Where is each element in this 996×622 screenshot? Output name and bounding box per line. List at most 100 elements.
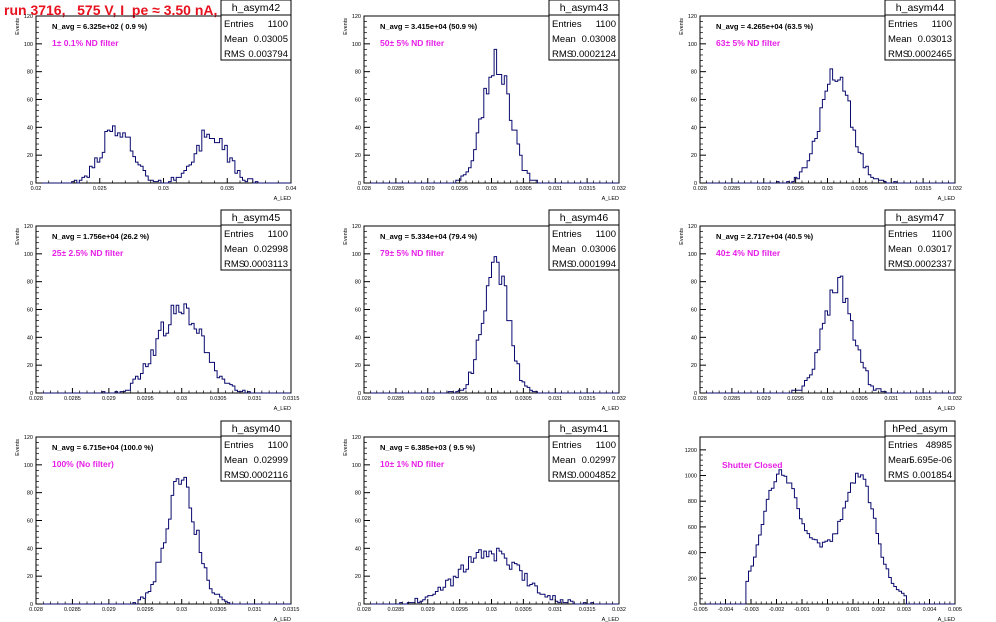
- histogram-panel-h_asym44: 0 20 40 60 80 100 120 0.028 0.0285 0.029 0.0295 0.0…: [679, 0, 962, 202]
- y-tick-label: 80: [355, 491, 361, 497]
- x-axis-label: A_LED: [602, 617, 619, 622]
- y-tick-label: 20: [355, 153, 361, 159]
- x-tick-label: 0.025: [93, 186, 107, 192]
- navg-label: N_avg = 3.415e+04 (50.9 %): [380, 22, 478, 31]
- y-tick-label: 120: [352, 435, 361, 441]
- stats-title: hPed_asym: [892, 423, 948, 435]
- x-tick-label: 0.031: [548, 607, 562, 613]
- navg-label: N_avg = 6.385e+03 ( 9.5 %): [380, 443, 476, 452]
- stats-value: 0.02999: [254, 455, 288, 466]
- stats-value: 1100: [932, 19, 952, 30]
- y-tick-label: 100: [24, 42, 33, 48]
- stats-value: 0.03005: [254, 34, 288, 45]
- y-tick-label: 100: [24, 463, 33, 469]
- y-tick-label: 0: [30, 391, 33, 397]
- x-tick-label: 0.001: [846, 607, 860, 613]
- y-tick-label: 1000: [685, 474, 697, 480]
- x-tick-label: 0.0315: [915, 186, 932, 192]
- y-tick-label: 60: [355, 519, 361, 525]
- y-axis-label: Events: [15, 439, 21, 456]
- stats-value: 0.003794: [248, 49, 288, 60]
- stats-box: h_asym47 Entries 1100 Mean 0.03017 RMS0.00023…: [884, 209, 956, 271]
- x-tick-label: 0.029: [421, 396, 435, 402]
- x-tick-label: 0.0305: [210, 396, 227, 402]
- stats-value: 1100: [596, 19, 616, 30]
- stats-value: 0.0002124: [571, 49, 616, 60]
- x-tick-label: 0.0285: [723, 186, 740, 192]
- x-tick-label: 0.002: [872, 607, 886, 613]
- x-tick-label: -0.003: [743, 607, 759, 613]
- x-tick-label: 0.0315: [579, 607, 596, 613]
- y-tick-label: 80: [355, 70, 361, 76]
- y-tick-label: 20: [691, 153, 697, 159]
- stats-value: 0.001854: [912, 470, 952, 481]
- x-tick-label: 0.04: [286, 186, 297, 192]
- x-tick-label: 0.031: [248, 396, 262, 402]
- x-tick-label: 0.03: [158, 186, 169, 192]
- navg-label: N_avg = 6.325e+02 ( 0.9 %): [52, 22, 148, 31]
- stats-key: RMS: [888, 259, 909, 270]
- x-tick-label: 0.032: [612, 186, 626, 192]
- y-tick-label: 100: [688, 252, 697, 258]
- x-tick-label: 0.03: [822, 396, 833, 402]
- x-axis-label: A_LED: [938, 196, 955, 202]
- x-tick-label: 0.031: [884, 396, 898, 402]
- stats-key: RMS: [888, 49, 909, 60]
- stats-box: h_asym43 Entries 1100 Mean 0.03008 RMS0.00021…: [548, 0, 620, 61]
- x-tick-label: 0.03: [176, 607, 187, 613]
- y-tick-label: 120: [24, 14, 33, 20]
- y-tick-label: 60: [355, 308, 361, 314]
- y-tick-label: 40: [355, 125, 361, 131]
- stats-key: Mean: [888, 34, 912, 45]
- stats-value: 0.0004852: [571, 470, 616, 481]
- histogram-panel-h_asym42: 0 20 40 60 80 100 120 0.02 0.025 0.03 0.035 0.04 Eve…: [15, 0, 296, 202]
- x-tick-label: 0.031: [248, 607, 262, 613]
- histogram-line: [700, 469, 955, 605]
- navg-label: N_avg = 5.334e+04 (79.4 %): [380, 232, 478, 241]
- x-tick-label: 0.0285: [387, 186, 404, 192]
- y-axis-label: Events: [343, 18, 349, 35]
- x-tick-label: 0.02: [31, 186, 42, 192]
- filter-annotation: 50± 5% ND filter: [380, 38, 445, 48]
- x-tick-label: 0.0305: [851, 396, 868, 402]
- x-tick-label: 0.032: [612, 396, 626, 402]
- stats-key: Mean: [552, 34, 576, 45]
- y-tick-label: 100: [352, 42, 361, 48]
- y-axis-label: Events: [343, 439, 349, 456]
- histogram-line: [364, 48, 619, 184]
- stats-value: 0.0003113: [244, 259, 288, 270]
- y-tick-label: 40: [355, 335, 361, 341]
- stats-key: Entries: [224, 440, 254, 451]
- stats-value: 1100: [596, 440, 616, 451]
- x-tick-label: 0.03: [176, 396, 187, 402]
- y-tick-label: 120: [352, 224, 361, 230]
- y-tick-label: 0: [694, 602, 697, 608]
- x-tick-label: -0.004: [718, 607, 734, 613]
- y-tick-label: 60: [691, 308, 697, 314]
- x-axis-label: A_LED: [938, 617, 955, 622]
- stats-value: 1100: [596, 229, 616, 240]
- x-tick-label: 0.0295: [451, 186, 468, 192]
- x-tick-label: 0.0315: [915, 396, 932, 402]
- y-tick-label: 100: [24, 252, 33, 258]
- x-tick-label: 0.0315: [579, 396, 596, 402]
- x-tick-label: 0.031: [548, 396, 562, 402]
- stats-key: Mean: [224, 244, 248, 255]
- stats-value: 0.02997: [582, 455, 616, 466]
- x-tick-label: 0.005: [948, 607, 962, 613]
- y-axis-label: Events: [679, 18, 685, 35]
- x-tick-label: -0.002: [769, 607, 785, 613]
- y-axis-label: Events: [15, 228, 21, 245]
- y-tick-label: 200: [688, 576, 697, 582]
- x-tick-label: 0.03: [822, 186, 833, 192]
- y-tick-label: 0: [694, 391, 697, 397]
- stats-value: 0.0002337: [907, 259, 952, 270]
- x-tick-label: 0.029: [421, 186, 435, 192]
- stats-key: Entries: [552, 440, 582, 451]
- histogram-panel-h_asym43: 0 20 40 60 80 100 120 0.028 0.0285 0.029 0.0295 0.0…: [343, 0, 626, 202]
- stats-box: h_asym44 Entries 1100 Mean 0.03013 RMS0.00024…: [884, 0, 956, 61]
- stats-value: 1100: [932, 229, 952, 240]
- navg-label: N_avg = 1.756e+04 (26.2 %): [52, 232, 150, 241]
- histogram-panel-h_asym46: 0 20 40 60 80 100 120 0.028 0.0285 0.029 0.0295 0.0…: [343, 209, 626, 412]
